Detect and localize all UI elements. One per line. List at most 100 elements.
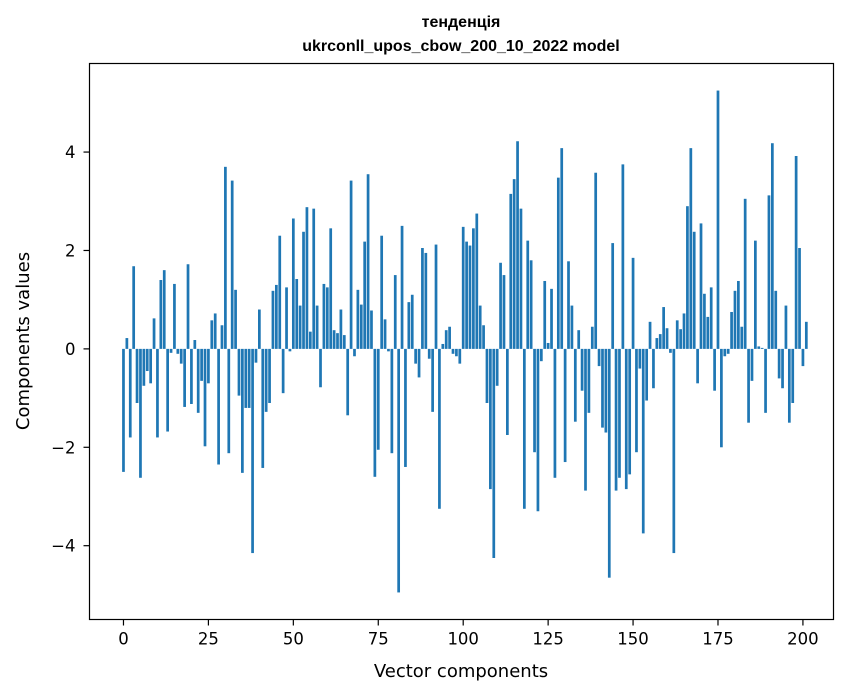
- bar: [193, 340, 197, 349]
- bar: [142, 348, 146, 386]
- bar: [658, 334, 662, 349]
- bar: [465, 241, 468, 349]
- bar: [132, 266, 136, 349]
- bar: [509, 193, 513, 349]
- bar: [397, 348, 401, 593]
- bar: [166, 348, 169, 432]
- bar: [356, 289, 360, 349]
- y-tick-label: 4: [65, 143, 76, 162]
- bar: [383, 319, 387, 349]
- bar: [709, 287, 713, 349]
- bar: [312, 208, 316, 349]
- bar: [747, 348, 750, 423]
- bar: [227, 348, 231, 454]
- bar: [526, 240, 530, 349]
- bar: [434, 244, 438, 349]
- bar: [635, 348, 638, 453]
- bar: [587, 348, 591, 413]
- bar: [743, 198, 747, 349]
- bar: [699, 223, 703, 349]
- x-tick-label: 50: [283, 630, 304, 649]
- bar: [298, 305, 302, 349]
- bar: [781, 348, 784, 389]
- bar: [573, 348, 577, 422]
- x-tick-label: 25: [198, 630, 219, 649]
- bar: [376, 348, 380, 450]
- bar: [241, 348, 244, 473]
- bar: [468, 245, 472, 349]
- bar: [522, 348, 526, 509]
- x-tick-label: 175: [702, 630, 734, 649]
- bar: [373, 348, 377, 477]
- bar: [621, 164, 625, 349]
- bar: [665, 328, 669, 349]
- bar: [730, 311, 733, 349]
- bar: [349, 180, 353, 349]
- bar: [689, 148, 693, 349]
- bar: [475, 213, 479, 349]
- bar: [767, 195, 771, 349]
- bar: [533, 348, 536, 453]
- bar: [285, 287, 288, 349]
- bar: [217, 348, 220, 465]
- bar: [230, 180, 234, 349]
- bar: [291, 218, 295, 349]
- bar: [366, 174, 370, 349]
- bar: [774, 290, 778, 349]
- bar: [302, 231, 305, 349]
- bar: [553, 348, 557, 478]
- bar: [444, 330, 448, 349]
- bar: [597, 348, 601, 367]
- bar: [655, 338, 659, 349]
- bar: [319, 348, 322, 388]
- bar: [567, 261, 570, 349]
- bar: [156, 348, 159, 438]
- bar: [234, 289, 237, 349]
- x-tick-label: 100: [447, 630, 479, 649]
- bar: [563, 348, 567, 463]
- bar: [556, 177, 560, 349]
- bar: [536, 348, 540, 512]
- bar: [196, 348, 200, 413]
- bar: [648, 321, 652, 349]
- bar: [159, 280, 163, 349]
- bar: [550, 288, 553, 349]
- bar: [438, 348, 441, 509]
- bar: [414, 348, 417, 364]
- bar: [546, 342, 550, 349]
- bar: [308, 331, 312, 349]
- bar: [784, 305, 788, 349]
- bar: [601, 348, 604, 428]
- bar: [478, 305, 482, 349]
- bar: [295, 279, 299, 349]
- bar: [764, 348, 767, 413]
- bar: [336, 333, 339, 349]
- bar: [203, 348, 207, 447]
- bar: [614, 348, 618, 491]
- bar: [482, 325, 485, 349]
- bar: [149, 348, 153, 384]
- bar: [798, 248, 801, 349]
- bar: [580, 348, 584, 391]
- bar: [516, 141, 519, 349]
- bar: [254, 348, 258, 363]
- bar: [224, 166, 227, 349]
- bar: [213, 313, 217, 349]
- bar: [220, 325, 224, 349]
- bar: [162, 270, 166, 349]
- bar: [737, 280, 740, 349]
- bar: [777, 348, 781, 379]
- x-tick-label: 75: [368, 630, 389, 649]
- bar: [322, 283, 326, 349]
- bar: [417, 348, 421, 378]
- bar: [125, 338, 129, 349]
- bar: [305, 207, 309, 349]
- bar: [716, 90, 720, 349]
- bar: [380, 235, 384, 349]
- bar: [139, 348, 142, 478]
- bar: [512, 179, 516, 349]
- bar: [278, 235, 282, 349]
- bar: [631, 257, 635, 349]
- bar: [461, 226, 465, 349]
- bar: [679, 329, 682, 349]
